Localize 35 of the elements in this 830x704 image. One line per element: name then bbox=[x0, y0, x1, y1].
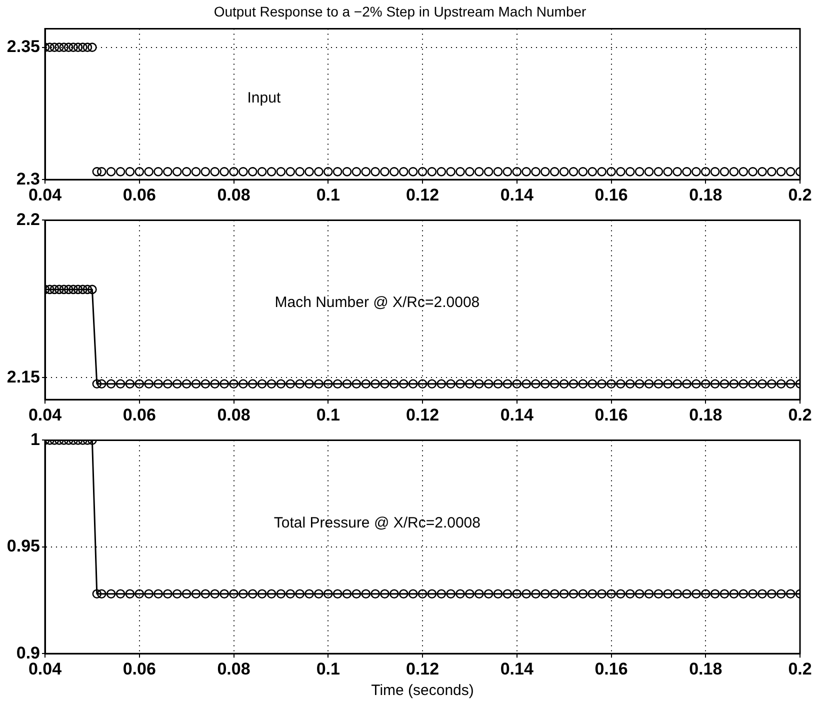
annotation: Mach Number @ X/Rc=2.0008 bbox=[274, 294, 480, 311]
x-tick-label: 0.06 bbox=[122, 405, 156, 424]
x-tick-label: 0.18 bbox=[689, 659, 722, 678]
y-tick-label: 2.2 bbox=[16, 210, 40, 229]
x-tick-label: 0.12 bbox=[406, 405, 440, 424]
chart-title: Output Response to a −2% Step in Upstream Mach Number bbox=[214, 3, 587, 20]
x-tick-label: 0.14 bbox=[500, 185, 534, 204]
x-tick-label: 0.12 bbox=[406, 659, 440, 678]
x-tick-label: 0.2 bbox=[788, 185, 812, 204]
x-tick-label: 0.12 bbox=[406, 185, 440, 204]
x-tick-label: 0.1 bbox=[316, 405, 340, 424]
x-tick-label: 0.08 bbox=[217, 185, 250, 204]
x-tick-label: 0.14 bbox=[500, 659, 534, 678]
x-tick-label: 0.1 bbox=[316, 659, 340, 678]
annotation: Total Pressure @ X/Rc=2.0008 bbox=[274, 514, 480, 532]
x-tick-label: 0.06 bbox=[122, 185, 156, 204]
x-tick-label: 0.16 bbox=[594, 405, 628, 424]
x-tick-label: 0.14 bbox=[500, 405, 534, 424]
x-tick-label: 0.04 bbox=[28, 405, 62, 424]
x-tick-label: 0.18 bbox=[689, 185, 722, 204]
x-tick-label: 0.08 bbox=[217, 659, 250, 678]
y-tick-label: 1 bbox=[30, 430, 40, 449]
y-tick-label: 0.95 bbox=[6, 536, 40, 556]
annotation: Input bbox=[247, 89, 282, 106]
x-tick-label: 0.18 bbox=[689, 405, 722, 424]
x-tick-label: 0.1 bbox=[316, 185, 340, 204]
y-tick-label: 2.35 bbox=[6, 37, 40, 56]
x-tick-label: 0.06 bbox=[122, 659, 156, 678]
x-tick-label: 0.2 bbox=[788, 405, 812, 424]
x-axis-title: Time (seconds) bbox=[371, 682, 474, 700]
y-tick-label: 2.15 bbox=[6, 367, 40, 386]
x-tick-label: 0.16 bbox=[594, 659, 628, 678]
x-tick-label: 0.2 bbox=[788, 659, 812, 678]
x-tick-label: 0.16 bbox=[594, 185, 628, 204]
x-tick-label: 0.08 bbox=[217, 405, 250, 424]
